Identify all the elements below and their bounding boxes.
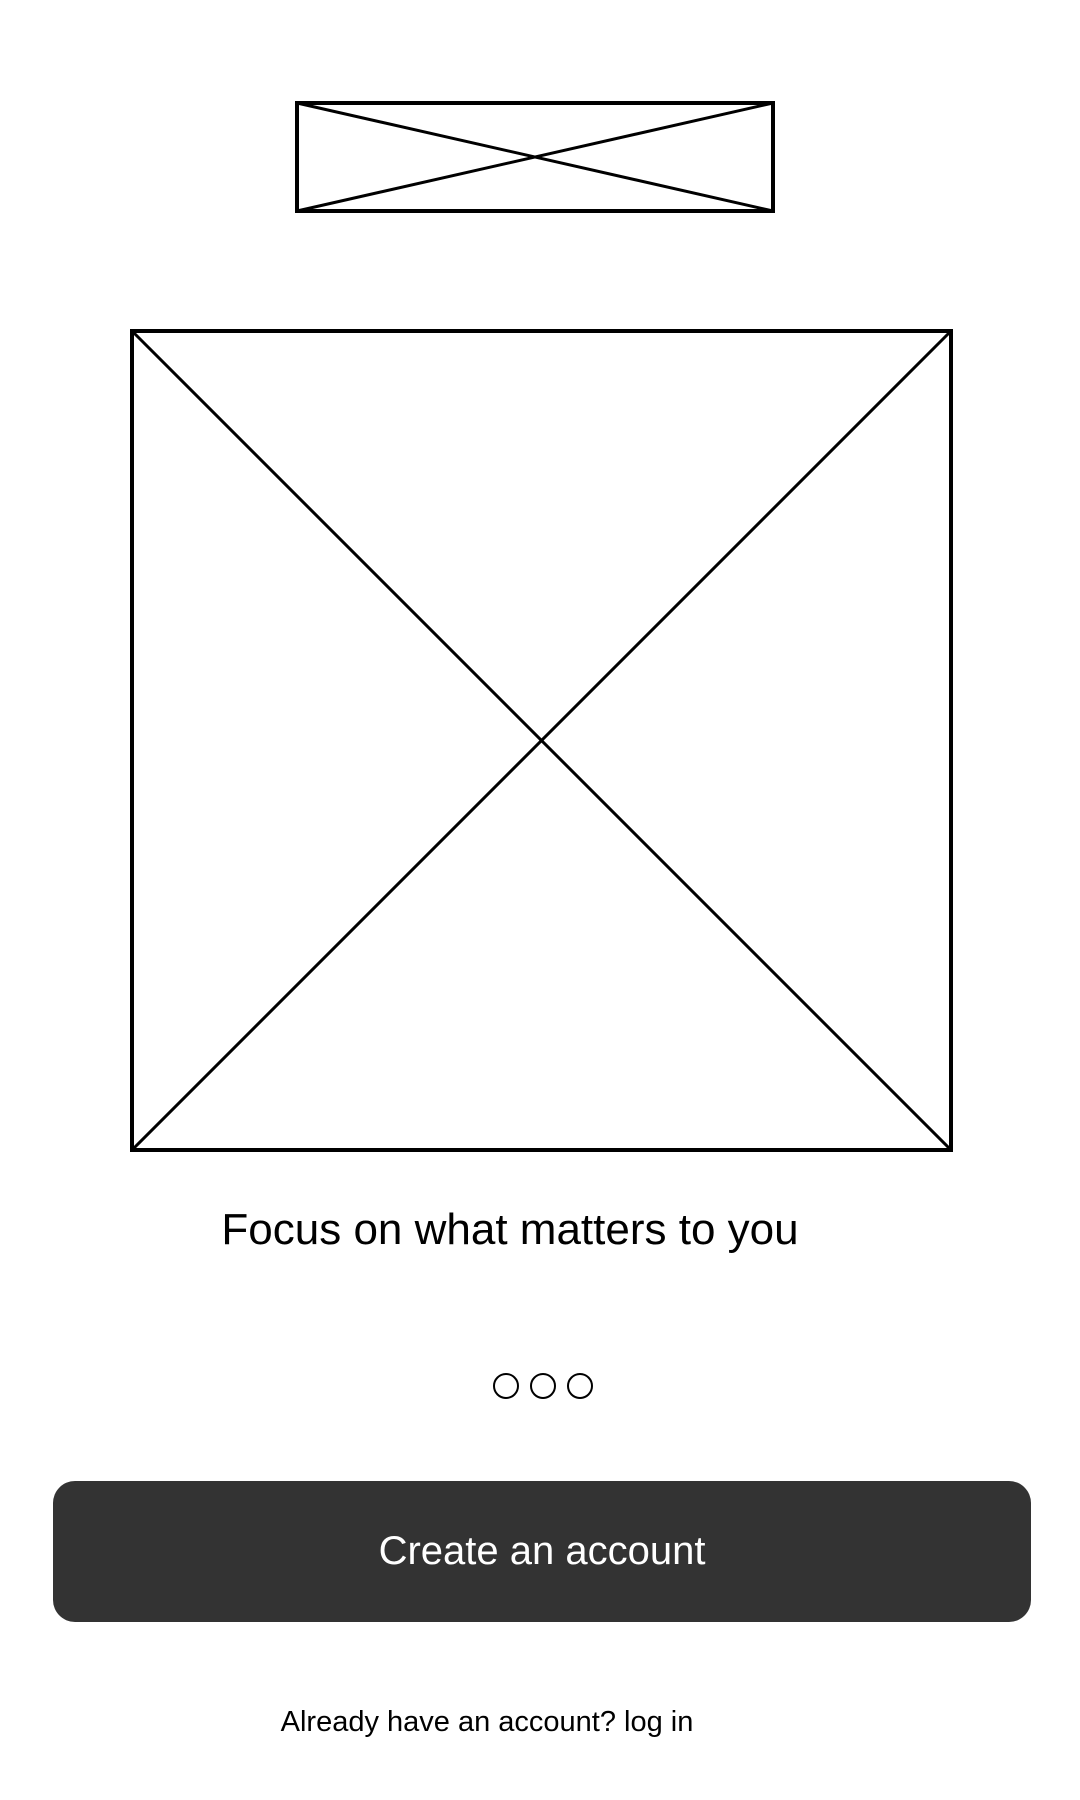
page-indicator-dot-3[interactable] [567,1373,593,1399]
login-link[interactable]: log in [624,1706,694,1738]
login-prompt-row: Already have an account? log in [0,1702,1080,1742]
page-indicator-dot-1[interactable] [493,1373,519,1399]
onboarding-tagline: Focus on what matters to you [221,1205,799,1254]
logo-image-placeholder [295,101,775,213]
create-account-button[interactable]: Create an account [53,1481,1031,1622]
page-indicator [493,1373,593,1401]
hero-image-placeholder [130,329,953,1152]
login-prompt-text: Already have an account? [280,1706,616,1738]
page-indicator-dot-2[interactable] [530,1373,556,1399]
